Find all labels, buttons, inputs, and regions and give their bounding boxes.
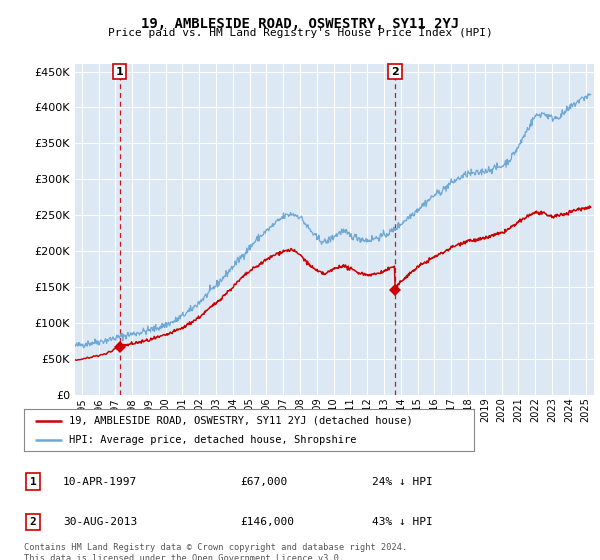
Text: 1: 1 [29, 477, 37, 487]
Text: 2: 2 [391, 67, 399, 77]
Text: 19, AMBLESIDE ROAD, OSWESTRY, SY11 2YJ (detached house): 19, AMBLESIDE ROAD, OSWESTRY, SY11 2YJ (… [69, 416, 413, 426]
Text: Contains HM Land Registry data © Crown copyright and database right 2024.
This d: Contains HM Land Registry data © Crown c… [24, 543, 407, 560]
Text: 2: 2 [29, 517, 37, 527]
Text: £67,000: £67,000 [240, 477, 287, 487]
Text: 24% ↓ HPI: 24% ↓ HPI [372, 477, 433, 487]
Text: HPI: Average price, detached house, Shropshire: HPI: Average price, detached house, Shro… [69, 435, 356, 445]
Text: 1: 1 [116, 67, 124, 77]
Text: 10-APR-1997: 10-APR-1997 [63, 477, 137, 487]
Text: 43% ↓ HPI: 43% ↓ HPI [372, 517, 433, 527]
Text: £146,000: £146,000 [240, 517, 294, 527]
Text: 30-AUG-2013: 30-AUG-2013 [63, 517, 137, 527]
Text: Price paid vs. HM Land Registry's House Price Index (HPI): Price paid vs. HM Land Registry's House … [107, 28, 493, 38]
Text: 19, AMBLESIDE ROAD, OSWESTRY, SY11 2YJ: 19, AMBLESIDE ROAD, OSWESTRY, SY11 2YJ [141, 17, 459, 31]
